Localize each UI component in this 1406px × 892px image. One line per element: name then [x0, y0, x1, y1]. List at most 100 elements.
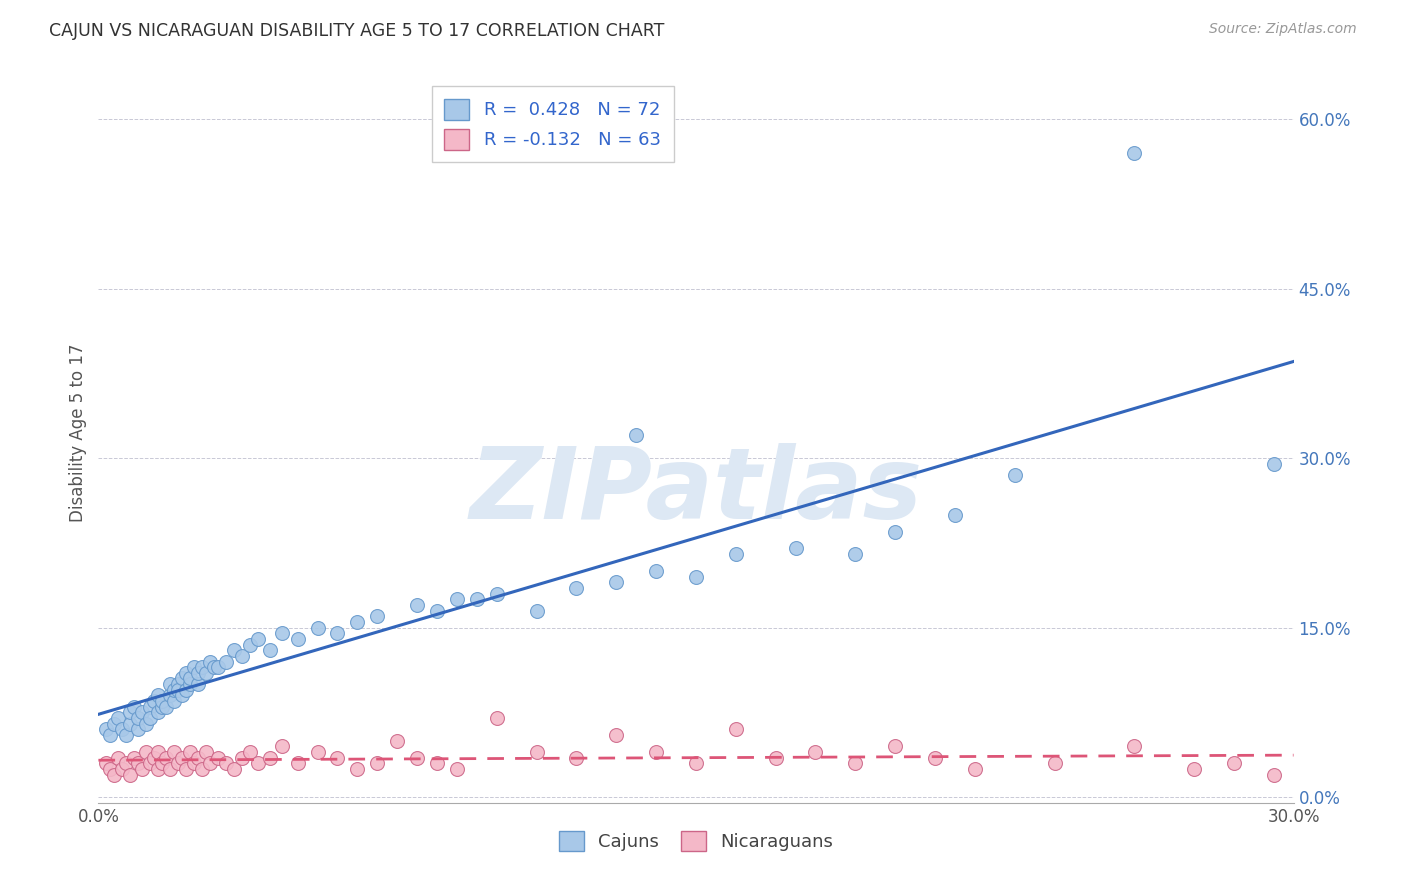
Point	[239, 638, 262, 652]
Point	[485, 711, 508, 725]
Point	[526, 745, 548, 759]
Point	[1182, 762, 1205, 776]
Point	[366, 609, 388, 624]
Point	[179, 672, 201, 686]
Point	[187, 665, 209, 680]
Point	[685, 570, 707, 584]
Point	[172, 689, 194, 703]
Point	[98, 728, 122, 742]
Point	[198, 756, 221, 771]
Point	[626, 428, 648, 442]
Point	[124, 699, 146, 714]
Point	[207, 660, 229, 674]
Legend: Cajuns, Nicaraguans: Cajuns, Nicaraguans	[550, 822, 842, 861]
Point	[385, 733, 409, 747]
Point	[159, 689, 181, 703]
Point	[183, 756, 205, 771]
Point	[406, 750, 429, 764]
Point	[111, 723, 134, 737]
Point	[685, 756, 707, 771]
Point	[765, 750, 787, 764]
Point	[943, 508, 966, 522]
Point	[844, 547, 866, 561]
Point	[366, 756, 388, 771]
Point	[307, 621, 329, 635]
Point	[287, 756, 309, 771]
Point	[963, 762, 986, 776]
Point	[155, 750, 177, 764]
Point	[143, 750, 166, 764]
Point	[163, 682, 186, 697]
Point	[150, 756, 173, 771]
Point	[645, 564, 668, 578]
Point	[202, 660, 225, 674]
Point	[724, 723, 747, 737]
Point	[191, 762, 214, 776]
Point	[222, 762, 245, 776]
Point	[346, 615, 368, 629]
Point	[131, 706, 153, 720]
Point	[884, 739, 907, 754]
Point	[155, 699, 177, 714]
Point	[565, 581, 588, 595]
Point	[103, 767, 125, 781]
Point	[191, 660, 214, 674]
Point	[1123, 145, 1146, 160]
Point	[785, 541, 807, 556]
Point	[326, 626, 349, 640]
Point	[103, 716, 125, 731]
Point	[259, 643, 281, 657]
Point	[1123, 739, 1146, 754]
Point	[187, 750, 209, 764]
Point	[215, 655, 238, 669]
Point	[98, 762, 122, 776]
Point	[446, 762, 468, 776]
Point	[139, 699, 162, 714]
Point	[179, 677, 201, 691]
Point	[96, 756, 118, 771]
Point	[163, 694, 186, 708]
Point	[287, 632, 309, 646]
Point	[1223, 756, 1246, 771]
Point	[174, 682, 197, 697]
Point	[605, 575, 627, 590]
Point	[120, 706, 142, 720]
Point	[195, 745, 218, 759]
Point	[1004, 468, 1026, 483]
Point	[163, 745, 186, 759]
Point	[167, 682, 190, 697]
Point	[195, 665, 218, 680]
Point	[259, 750, 281, 764]
Point	[150, 694, 173, 708]
Point	[174, 762, 197, 776]
Point	[426, 604, 449, 618]
Point	[120, 716, 142, 731]
Point	[326, 750, 349, 764]
Point	[605, 728, 627, 742]
Point	[127, 756, 149, 771]
Point	[207, 750, 229, 764]
Text: CAJUN VS NICARAGUAN DISABILITY AGE 5 TO 17 CORRELATION CHART: CAJUN VS NICARAGUAN DISABILITY AGE 5 TO …	[49, 22, 665, 40]
Text: ZIPatlas: ZIPatlas	[470, 443, 922, 541]
Point	[148, 689, 170, 703]
Point	[111, 762, 134, 776]
Point	[270, 626, 292, 640]
Point	[131, 762, 153, 776]
Point	[246, 756, 269, 771]
Point	[135, 716, 157, 731]
Point	[148, 745, 170, 759]
Point	[526, 604, 548, 618]
Point	[167, 677, 190, 691]
Point	[115, 728, 138, 742]
Point	[307, 745, 329, 759]
Point	[1263, 767, 1285, 781]
Point	[148, 706, 170, 720]
Point	[172, 750, 194, 764]
Point	[346, 762, 368, 776]
Point	[844, 756, 866, 771]
Point	[159, 762, 181, 776]
Point	[139, 756, 162, 771]
Point	[135, 745, 157, 759]
Y-axis label: Disability Age 5 to 17: Disability Age 5 to 17	[69, 343, 87, 522]
Point	[148, 762, 170, 776]
